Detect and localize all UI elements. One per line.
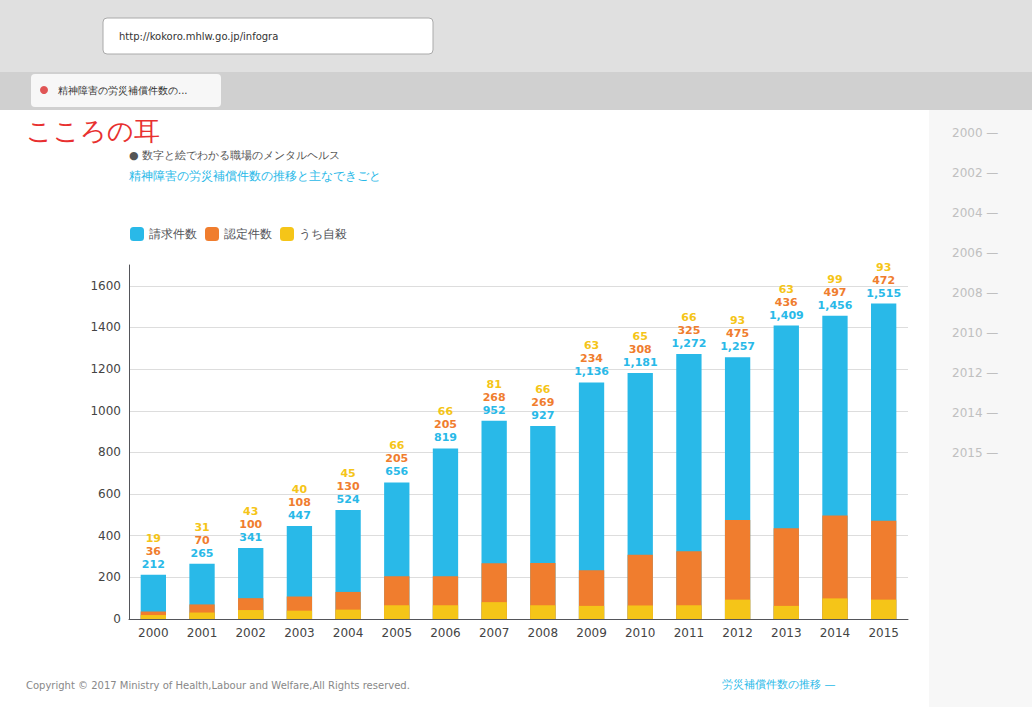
svg-text:2003: 2003 xyxy=(284,626,315,640)
svg-text:2004 —: 2004 — xyxy=(952,206,998,220)
svg-text:0: 0 xyxy=(113,612,121,626)
svg-text:45: 45 xyxy=(340,467,355,480)
svg-text:労災補償件数の推移 —: 労災補償件数の推移 — xyxy=(722,678,836,691)
svg-text:1200: 1200 xyxy=(90,362,121,376)
svg-text:精神障害の労災補償件数の推移と主なできごと: 精神障害の労災補償件数の推移と主なできごと xyxy=(129,169,381,183)
svg-text:1600: 1600 xyxy=(90,279,121,293)
svg-text:2007: 2007 xyxy=(479,626,510,640)
svg-text:212: 212 xyxy=(142,558,165,571)
svg-text:100: 100 xyxy=(239,518,262,531)
svg-text:63: 63 xyxy=(584,339,599,352)
svg-text:1,272: 1,272 xyxy=(672,337,707,350)
svg-text:2001: 2001 xyxy=(187,626,218,640)
svg-text:1,456: 1,456 xyxy=(818,299,853,312)
svg-text:66: 66 xyxy=(438,405,454,418)
svg-text:36: 36 xyxy=(146,545,162,558)
svg-text:2004: 2004 xyxy=(333,626,364,640)
svg-text:475: 475 xyxy=(726,327,749,340)
svg-text:447: 447 xyxy=(288,509,311,522)
svg-text:2010: 2010 xyxy=(625,626,656,640)
svg-text:325: 325 xyxy=(677,324,700,337)
svg-text:66: 66 xyxy=(681,311,697,324)
svg-text:93: 93 xyxy=(876,261,891,274)
svg-text:請求件数: 請求件数 xyxy=(149,227,197,241)
svg-text:1000: 1000 xyxy=(90,404,121,418)
svg-text:952: 952 xyxy=(483,404,506,417)
svg-text:66: 66 xyxy=(389,439,405,452)
svg-text:93: 93 xyxy=(730,314,745,327)
svg-text:Copyright © 2017 Ministry of H: Copyright © 2017 Ministry of Health,Labo… xyxy=(26,680,410,691)
svg-text:600: 600 xyxy=(98,487,121,501)
svg-text:精神障害の労災補償件数の...: 精神障害の労災補償件数の... xyxy=(58,85,188,96)
svg-text:268: 268 xyxy=(483,391,506,404)
svg-text:524: 524 xyxy=(337,493,360,506)
svg-text:63: 63 xyxy=(779,283,794,296)
svg-text:2005: 2005 xyxy=(382,626,413,640)
svg-text:927: 927 xyxy=(531,409,554,422)
svg-text:2012: 2012 xyxy=(722,626,753,640)
svg-text:2000 —: 2000 — xyxy=(952,126,998,140)
svg-text:265: 265 xyxy=(191,547,214,560)
svg-text:1,257: 1,257 xyxy=(720,340,755,353)
svg-text:2006 —: 2006 — xyxy=(952,246,998,260)
svg-text:99: 99 xyxy=(827,273,842,286)
svg-text:400: 400 xyxy=(98,529,121,543)
svg-text:2006: 2006 xyxy=(430,626,461,640)
svg-text:2015 —: 2015 — xyxy=(952,446,998,460)
svg-text:308: 308 xyxy=(629,343,652,356)
svg-text:819: 819 xyxy=(434,431,457,444)
svg-text:2011: 2011 xyxy=(674,626,705,640)
svg-text:205: 205 xyxy=(385,452,408,465)
svg-text:2002 —: 2002 — xyxy=(952,166,998,180)
svg-text:2008 —: 2008 — xyxy=(952,286,998,300)
svg-text:1,181: 1,181 xyxy=(623,356,658,369)
svg-text:2013: 2013 xyxy=(771,626,802,640)
svg-text:130: 130 xyxy=(337,480,360,493)
svg-text:200: 200 xyxy=(98,570,121,584)
svg-text:43: 43 xyxy=(243,505,258,518)
svg-text:2015: 2015 xyxy=(868,626,899,640)
svg-text:497: 497 xyxy=(823,286,846,299)
svg-text:2002: 2002 xyxy=(235,626,266,640)
svg-text:2008: 2008 xyxy=(528,626,559,640)
svg-text:472: 472 xyxy=(872,274,895,287)
svg-text:656: 656 xyxy=(385,465,408,478)
svg-text:1,515: 1,515 xyxy=(866,287,901,300)
svg-text:2009: 2009 xyxy=(576,626,607,640)
svg-text:341: 341 xyxy=(239,531,262,544)
svg-text:234: 234 xyxy=(580,352,603,365)
svg-text:1,136: 1,136 xyxy=(574,365,609,378)
svg-text:108: 108 xyxy=(288,496,311,509)
svg-text:66: 66 xyxy=(535,383,551,396)
svg-text:1400: 1400 xyxy=(90,320,121,334)
svg-text:2014 —: 2014 — xyxy=(952,406,998,420)
svg-text:436: 436 xyxy=(775,296,798,309)
svg-text:65: 65 xyxy=(633,330,648,343)
svg-text:269: 269 xyxy=(531,396,554,409)
svg-text:うち自殺: うち自殺 xyxy=(299,227,347,241)
svg-text:こころの耳: こころの耳 xyxy=(26,116,160,146)
svg-text:認定件数: 認定件数 xyxy=(224,227,272,241)
svg-text:205: 205 xyxy=(434,418,457,431)
svg-text:2000: 2000 xyxy=(138,626,169,640)
svg-text:2014: 2014 xyxy=(820,626,851,640)
svg-text:http://kokoro.mhlw.go.jp/infog: http://kokoro.mhlw.go.jp/infogra xyxy=(119,31,278,42)
svg-text:31: 31 xyxy=(194,521,209,534)
svg-text:81: 81 xyxy=(487,378,502,391)
svg-text:70: 70 xyxy=(194,534,210,547)
svg-text:19: 19 xyxy=(146,532,161,545)
svg-text:2010 —: 2010 — xyxy=(952,326,998,340)
svg-text:2012 —: 2012 — xyxy=(952,366,998,380)
svg-text:1,409: 1,409 xyxy=(769,309,804,322)
svg-text:40: 40 xyxy=(292,483,308,496)
svg-text:● 数字と絵でわかる職場のメンタルヘルス: ● 数字と絵でわかる職場のメンタルヘルス xyxy=(129,149,340,162)
svg-text:800: 800 xyxy=(98,445,121,459)
